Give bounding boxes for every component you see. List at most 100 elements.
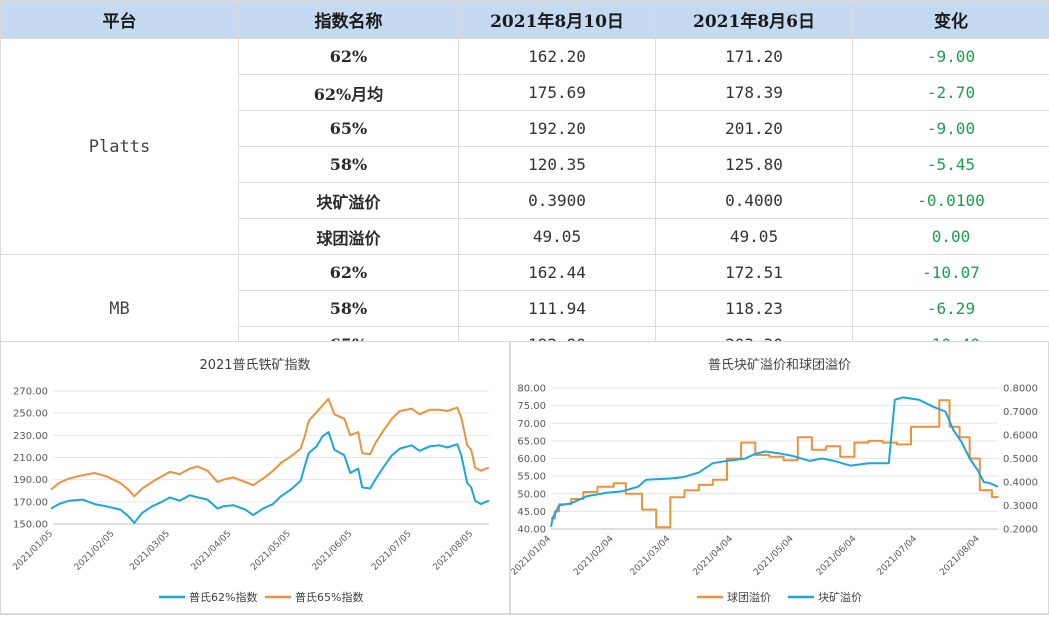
x-tick-label: 2021/03/05 xyxy=(128,529,172,573)
aug10-cell: 111.94 xyxy=(458,290,656,327)
index-name-cell: 62% xyxy=(238,38,459,75)
premium-chart-svg: 普氏块矿溢价和球团溢价 40.00 45.00 50.00 55.00 60.00 65.0… xyxy=(511,358,1038,604)
x-tick-label: 2021/06/04 xyxy=(815,534,859,578)
y-tick-label: 230.00 xyxy=(13,431,48,442)
y2-tick-label: 0.5000 xyxy=(1003,454,1038,465)
x-tick-label: 2021/05/04 xyxy=(752,534,796,578)
aug10-cell: 49.05 xyxy=(458,218,656,255)
change-cell: -9.00 xyxy=(852,38,1049,75)
table-row: 65% 192.20 201.20 -9.00 xyxy=(1,110,1049,147)
y2-tick-label: 0.6000 xyxy=(1003,431,1038,442)
y2-tick-label: 0.4000 xyxy=(1003,478,1038,489)
x-tick-label: 2021/07/04 xyxy=(875,534,919,578)
table-row: 块矿溢价 0.3900 0.4000 -0.0100 xyxy=(1,182,1049,219)
y-tick-label: 75.00 xyxy=(517,401,546,412)
x-tick-label: 2021/02/04 xyxy=(572,534,616,578)
x-tick-label: 2021/02/05 xyxy=(73,529,117,573)
y-tick-label: 40.00 xyxy=(517,525,546,536)
change-cell: -5.45 xyxy=(852,146,1049,183)
aug10-cell: 120.35 xyxy=(458,146,656,183)
y-tick-label: 170.00 xyxy=(13,497,48,508)
change-cell: -9.00 xyxy=(852,110,1049,147)
y-tick-label: 50.00 xyxy=(517,489,546,500)
x-tick-label: 2021/08/04 xyxy=(938,534,982,578)
change-cell: -10.07 xyxy=(852,254,1049,291)
series-line-1 xyxy=(50,431,490,524)
change-cell: -0.0100 xyxy=(852,182,1049,219)
x-tick-label: 2021/01/04 xyxy=(511,534,553,578)
aug6-cell: 171.20 xyxy=(655,38,853,75)
x-tick-label: 2021/08/05 xyxy=(432,529,476,573)
legend-label-1: 球团溢价 xyxy=(727,590,771,604)
header-aug6: 2021年8月6日 xyxy=(655,0,853,39)
platform-cell-platts: Platts xyxy=(0,38,239,255)
table-row: 62%月均 175.69 178.39 -2.70 xyxy=(1,74,1049,111)
y2-tick-label: 0.2000 xyxy=(1003,525,1038,536)
x-tick-label: 2021/05/05 xyxy=(249,529,293,573)
iron-ore-index-chart-svg: 2021普氏铁矿指数 150.00 170.00 190.00 210.00 230.00… xyxy=(11,358,490,604)
x-tick-label: 2021/03/04 xyxy=(629,534,673,578)
index-name-cell: 58% xyxy=(238,146,459,183)
aug6-cell: 0.4000 xyxy=(655,182,853,219)
legend-label-1: 普氏62%指数 xyxy=(189,590,257,604)
change-cell: -2.70 xyxy=(852,74,1049,111)
x-tick-label: 2021/07/05 xyxy=(370,529,414,573)
table-header-row: 平台 指数名称 2021年8月10日 2021年8月6日 变化 xyxy=(0,0,1049,39)
aug6-cell: 125.80 xyxy=(655,146,853,183)
table-row: 球团溢价 49.05 49.05 0.00 xyxy=(1,218,1049,255)
y-tick-label: 190.00 xyxy=(13,475,48,486)
x-tick-label: 2021/01/05 xyxy=(11,529,55,573)
premium-chart: 普氏块矿溢价和球团溢价 40.00 45.00 50.00 55.00 60.00 65.0… xyxy=(510,341,1049,615)
table-row: 58% 111.94 118.23 -6.29 xyxy=(1,290,1049,327)
y-tick-label: 70.00 xyxy=(517,419,546,430)
aug6-cell: 201.20 xyxy=(655,110,853,147)
price-table: 平台 指数名称 2021年8月10日 2021年8月6日 变化 Platts 6… xyxy=(0,0,1049,363)
x-tick-label: 2021/04/04 xyxy=(691,534,735,578)
index-name-cell: 球团溢价 xyxy=(238,218,459,255)
y-tick-label: 250.00 xyxy=(13,409,48,420)
series-line-1 xyxy=(551,399,999,529)
aug10-cell: 162.44 xyxy=(458,254,656,291)
change-cell: -6.29 xyxy=(852,290,1049,327)
y2-tick-label: 0.8000 xyxy=(1003,384,1038,395)
aug10-cell: 0.3900 xyxy=(458,182,656,219)
x-tick-label: 2021/04/05 xyxy=(190,529,234,573)
legend-label-2: 块矿溢价 xyxy=(818,590,862,604)
aug10-cell: 175.69 xyxy=(458,74,656,111)
table-row: 58% 120.35 125.80 -5.45 xyxy=(1,146,1049,183)
index-name-cell: 58% xyxy=(238,290,459,327)
chart-title: 普氏块矿溢价和球团溢价 xyxy=(708,358,851,373)
header-aug10: 2021年8月10日 xyxy=(458,0,656,39)
aug6-cell: 172.51 xyxy=(655,254,853,291)
chart-title: 2021普氏铁矿指数 xyxy=(199,358,310,373)
index-name-cell: 62%月均 xyxy=(238,74,459,111)
index-name-cell: 65% xyxy=(238,110,459,147)
y-tick-label: 150.00 xyxy=(13,520,48,531)
header-index-name: 指数名称 xyxy=(238,0,459,39)
series-line-2 xyxy=(50,397,490,498)
y2-tick-label: 0.3000 xyxy=(1003,501,1038,512)
legend-label-2: 普氏65%指数 xyxy=(295,590,363,604)
table-row: Platts 62% 162.20 171.20 -9.00 xyxy=(0,38,1049,255)
y2-tick-label: 0.7000 xyxy=(1003,407,1038,418)
y-tick-label: 210.00 xyxy=(13,453,48,464)
header-platform: 平台 xyxy=(0,0,239,39)
aug6-cell: 49.05 xyxy=(655,218,853,255)
aug10-cell: 162.20 xyxy=(458,38,656,75)
table-row: MB 62% 162.44 172.51 -10.07 xyxy=(0,254,1049,363)
aug10-cell: 192.20 xyxy=(458,110,656,147)
change-cell: 0.00 xyxy=(852,218,1049,255)
aug6-cell: 118.23 xyxy=(655,290,853,327)
y-tick-label: 270.00 xyxy=(13,387,48,398)
bottom-divider xyxy=(0,613,1049,614)
y-tick-label: 45.00 xyxy=(517,507,546,518)
index-name-cell: 62% xyxy=(238,254,459,291)
index-name-cell: 块矿溢价 xyxy=(238,182,459,219)
x-tick-label: 2021/06/05 xyxy=(311,529,355,573)
iron-ore-index-chart: 2021普氏铁矿指数 150.00 170.00 190.00 210.00 230.00… xyxy=(0,341,510,615)
y-tick-label: 65.00 xyxy=(517,436,546,447)
aug6-cell: 178.39 xyxy=(655,74,853,111)
y-tick-label: 80.00 xyxy=(517,384,546,395)
series-line-2 xyxy=(550,396,999,527)
header-change: 变化 xyxy=(852,0,1049,39)
